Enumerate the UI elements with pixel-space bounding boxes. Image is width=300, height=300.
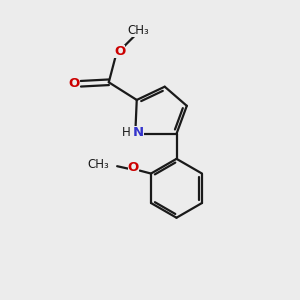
- Text: O: O: [114, 45, 125, 58]
- Text: CH₃: CH₃: [127, 24, 149, 37]
- Text: N: N: [133, 126, 144, 139]
- Text: O: O: [128, 161, 139, 174]
- Text: H: H: [122, 126, 130, 139]
- Text: O: O: [69, 77, 80, 90]
- Text: CH₃: CH₃: [87, 158, 109, 171]
